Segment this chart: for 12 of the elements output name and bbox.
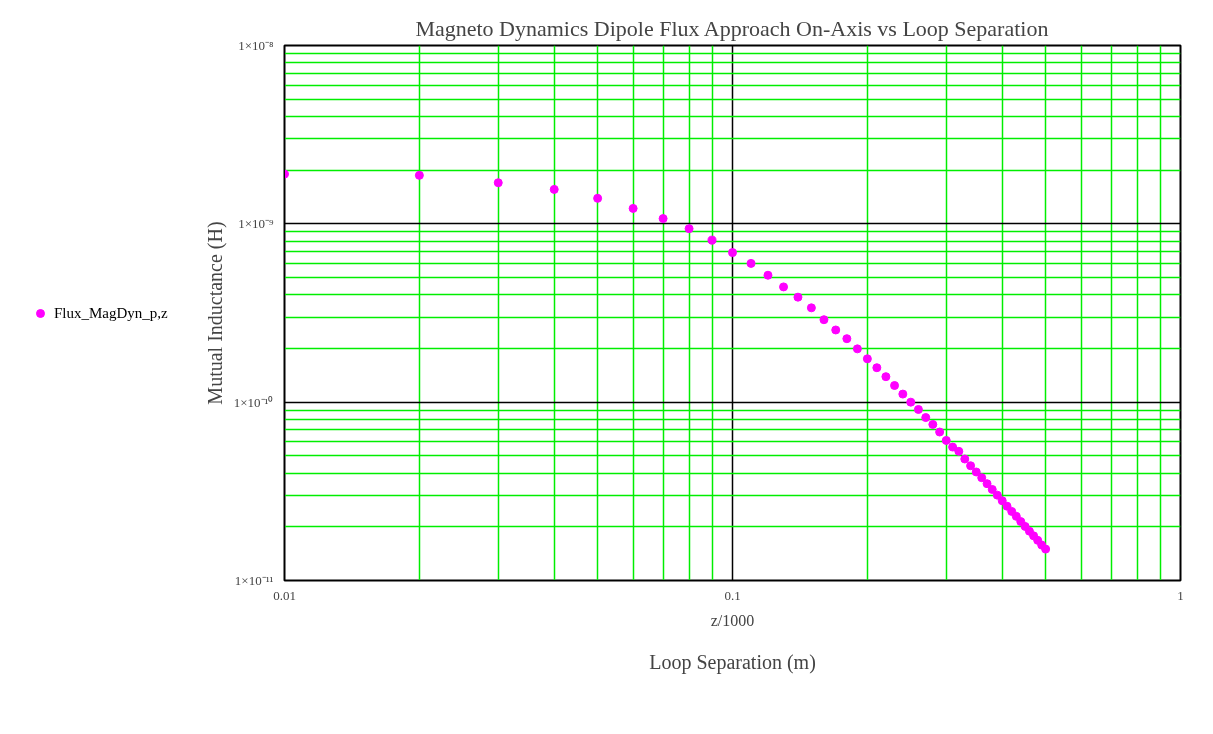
x-tick-label: 1 bbox=[1177, 587, 1184, 603]
text: z/1000 bbox=[710, 612, 755, 629]
x-tick-label: 0.01 bbox=[273, 587, 296, 603]
y-tick-label: 1×10⁻⁸ bbox=[238, 38, 274, 53]
x-axis-title: Loop Separation (m) bbox=[649, 651, 816, 674]
y-axis-title: Mutual Inductance (H) bbox=[203, 221, 227, 405]
x-tick-label: 0.1 bbox=[724, 587, 741, 603]
y-tick-label: 1×10⁻⁹ bbox=[238, 216, 274, 232]
y-tick-label: 1×10⁻¹¹ bbox=[234, 573, 274, 588]
y-tick-label: 1×10⁻¹⁰ bbox=[233, 394, 274, 410]
legend-label: Flux_MagDyn_p,z bbox=[54, 304, 168, 322]
chart-title: Magneto Dynamics Dipole Flux Approach On-Axis vs Loop Separation bbox=[415, 15, 1049, 41]
